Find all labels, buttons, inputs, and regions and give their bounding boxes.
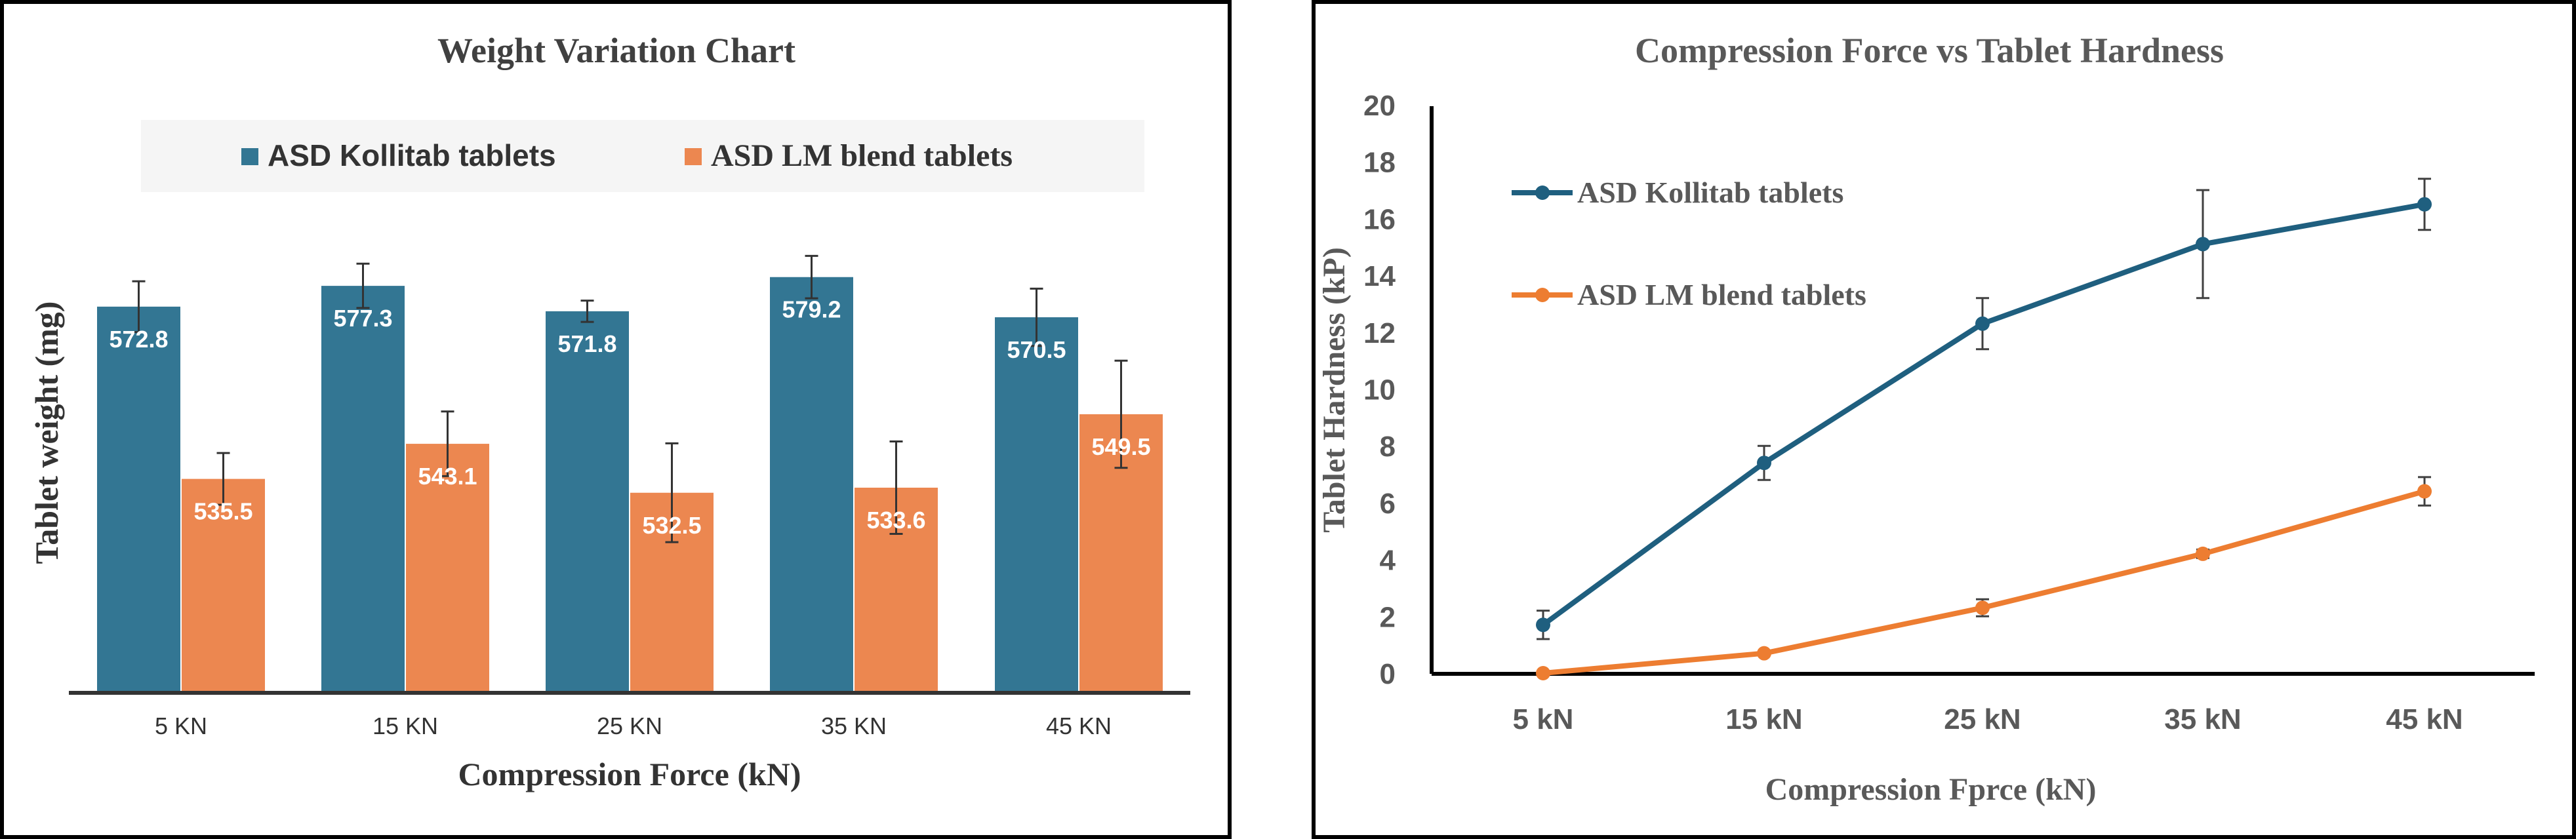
data-label: 535.5 xyxy=(193,498,252,525)
y-tick-label: 8 xyxy=(1380,431,1396,463)
x-tick-labels: 5 KN 15 KN 25 KN 35 KN 45 KN xyxy=(155,712,1112,739)
data-point-lm-blend xyxy=(1975,600,1990,615)
x-tick-labels: 5 kN 15 kN 25 kN 35 kN 45 kN xyxy=(1513,703,2463,735)
data-point-lm-blend xyxy=(1536,666,1550,680)
legend-label-lm-blend: ASD LM blend tablets xyxy=(1577,278,1866,311)
weight-variation-chart: Weight Variation Chart ASD Kollitab tabl… xyxy=(0,0,1232,839)
data-label: 543.1 xyxy=(418,463,477,490)
x-tick-label: 35 KN xyxy=(821,712,887,739)
x-tick-label: 5 kN xyxy=(1513,703,1574,735)
data-point-kollitab xyxy=(1757,456,1771,471)
x-tick-label: 25 KN xyxy=(597,712,662,739)
legend-marker-kollitab xyxy=(1535,185,1550,200)
bar-plot-area: 572.8 535.5 577.3 543.1 571.8 532.5 579.2 533.6… xyxy=(97,254,1163,692)
bar-kollitab xyxy=(546,311,629,691)
y-axis-label: Tablet weight (mg) xyxy=(28,302,65,564)
data-label: 579.2 xyxy=(782,296,841,323)
chart-border xyxy=(1312,0,2576,839)
y-tick-label: 20 xyxy=(1363,90,1396,122)
legend: ASD Kollitab tablets ASD LM blend tablet… xyxy=(1512,176,1866,311)
data-point-lm-blend xyxy=(2196,546,2210,561)
chart-title: Compression Force vs Tablet Hardness xyxy=(1635,31,2224,70)
bar-kollitab xyxy=(97,306,180,691)
x-axis-label: Compression Force (kN) xyxy=(458,756,801,792)
x-axis-label: Compression Fprce (kN) xyxy=(1765,772,2097,807)
line-plot-area xyxy=(1536,178,2432,680)
legend-swatch-lm-blend xyxy=(685,148,702,165)
data-label: 532.5 xyxy=(642,512,701,539)
bar-kollitab xyxy=(321,286,405,691)
data-label: 533.6 xyxy=(866,507,925,534)
y-tick-label: 6 xyxy=(1380,488,1396,520)
data-label: 549.5 xyxy=(1091,433,1150,460)
y-tick-label: 16 xyxy=(1363,203,1396,235)
bar-kollitab xyxy=(770,277,853,691)
data-label: 577.3 xyxy=(333,305,392,332)
x-tick-label: 15 kN xyxy=(1725,703,1802,735)
y-tick-label: 2 xyxy=(1380,601,1396,633)
y-tick-label: 14 xyxy=(1363,260,1396,292)
legend-label-kollitab: ASD Kollitab tablets xyxy=(268,138,556,172)
data-label: 571.8 xyxy=(557,330,616,357)
legend-label-lm-blend: ASD LM blend tablets xyxy=(711,138,1013,173)
legend-label-kollitab: ASD Kollitab tablets xyxy=(1577,176,1843,209)
legend-marker-lm-blend xyxy=(1535,288,1550,302)
y-tick-label: 12 xyxy=(1363,317,1396,349)
y-axis-label: Tablet Hardness (kP) xyxy=(1317,247,1352,533)
x-tick-label: 5 KN xyxy=(155,712,207,739)
y-tick-label: 10 xyxy=(1363,374,1396,406)
y-tick-label: 4 xyxy=(1380,545,1396,577)
data-point-kollitab xyxy=(1536,617,1550,633)
x-tick-label: 15 KN xyxy=(372,712,438,739)
bar-lm-blend xyxy=(406,444,489,691)
y-tick-label: 18 xyxy=(1363,147,1396,179)
data-point-kollitab xyxy=(2196,237,2210,252)
data-point-kollitab xyxy=(1975,316,1990,331)
data-label: 572.8 xyxy=(109,326,168,353)
y-tick-label: 0 xyxy=(1380,658,1396,690)
bar-kollitab xyxy=(995,317,1078,692)
y-tick-labels: 0 2 4 6 8 10 12 14 16 18 20 xyxy=(1363,90,1396,690)
legend-swatch-kollitab xyxy=(241,148,258,165)
x-tick-label: 45 kN xyxy=(2386,703,2463,735)
data-point-lm-blend xyxy=(1757,646,1771,661)
data-point-kollitab xyxy=(2417,197,2432,212)
x-tick-label: 25 kN xyxy=(1944,703,2021,735)
chart-title: Weight Variation Chart xyxy=(437,31,795,70)
data-point-lm-blend xyxy=(2417,484,2432,499)
bar-lm-blend xyxy=(182,478,265,691)
data-label: 570.5 xyxy=(1007,336,1066,363)
x-tick-label: 45 KN xyxy=(1046,712,1112,739)
hardness-chart: Compression Force vs Tablet Hardness 0 2 4… xyxy=(1312,0,2576,839)
x-tick-label: 35 kN xyxy=(2164,703,2241,735)
legend-background xyxy=(141,120,1144,192)
